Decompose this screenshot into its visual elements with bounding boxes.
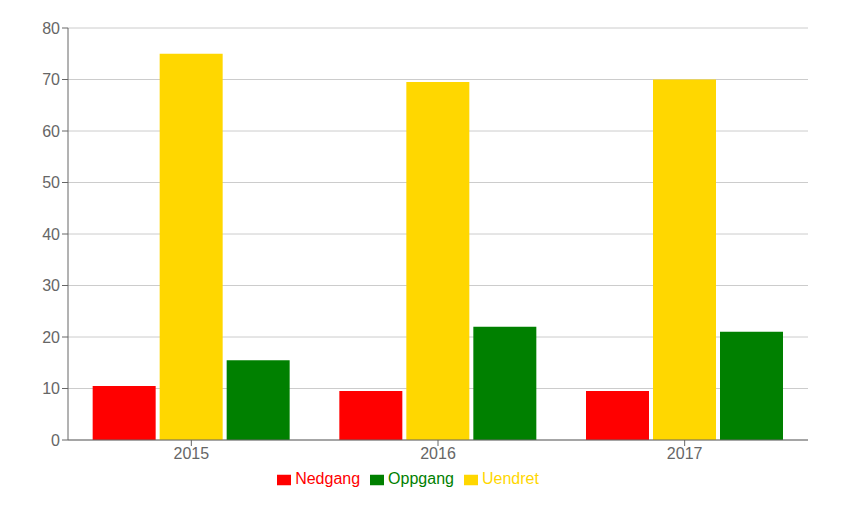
html-text:Uendret: Uendret bbox=[481, 470, 539, 487]
svg-text:2016: 2016 bbox=[420, 445, 456, 462]
html-text:Nedgang: Nedgang bbox=[295, 470, 361, 487]
svg-text:60: 60 bbox=[42, 123, 60, 140]
html-text:Oppgang: Oppgang bbox=[388, 470, 454, 487]
svg-text:40: 40 bbox=[42, 226, 60, 243]
svg-text:10: 10 bbox=[42, 380, 60, 397]
svg-text:80: 80 bbox=[42, 20, 60, 37]
svg-text:0: 0 bbox=[51, 432, 60, 449]
svg-text:70: 70 bbox=[42, 71, 60, 88]
svg-text:30: 30 bbox=[42, 277, 60, 294]
svg-text:2015: 2015 bbox=[174, 445, 210, 462]
svg-text:20: 20 bbox=[42, 329, 60, 346]
svg-text:50: 50 bbox=[42, 174, 60, 191]
svg-text:2017: 2017 bbox=[667, 445, 703, 462]
